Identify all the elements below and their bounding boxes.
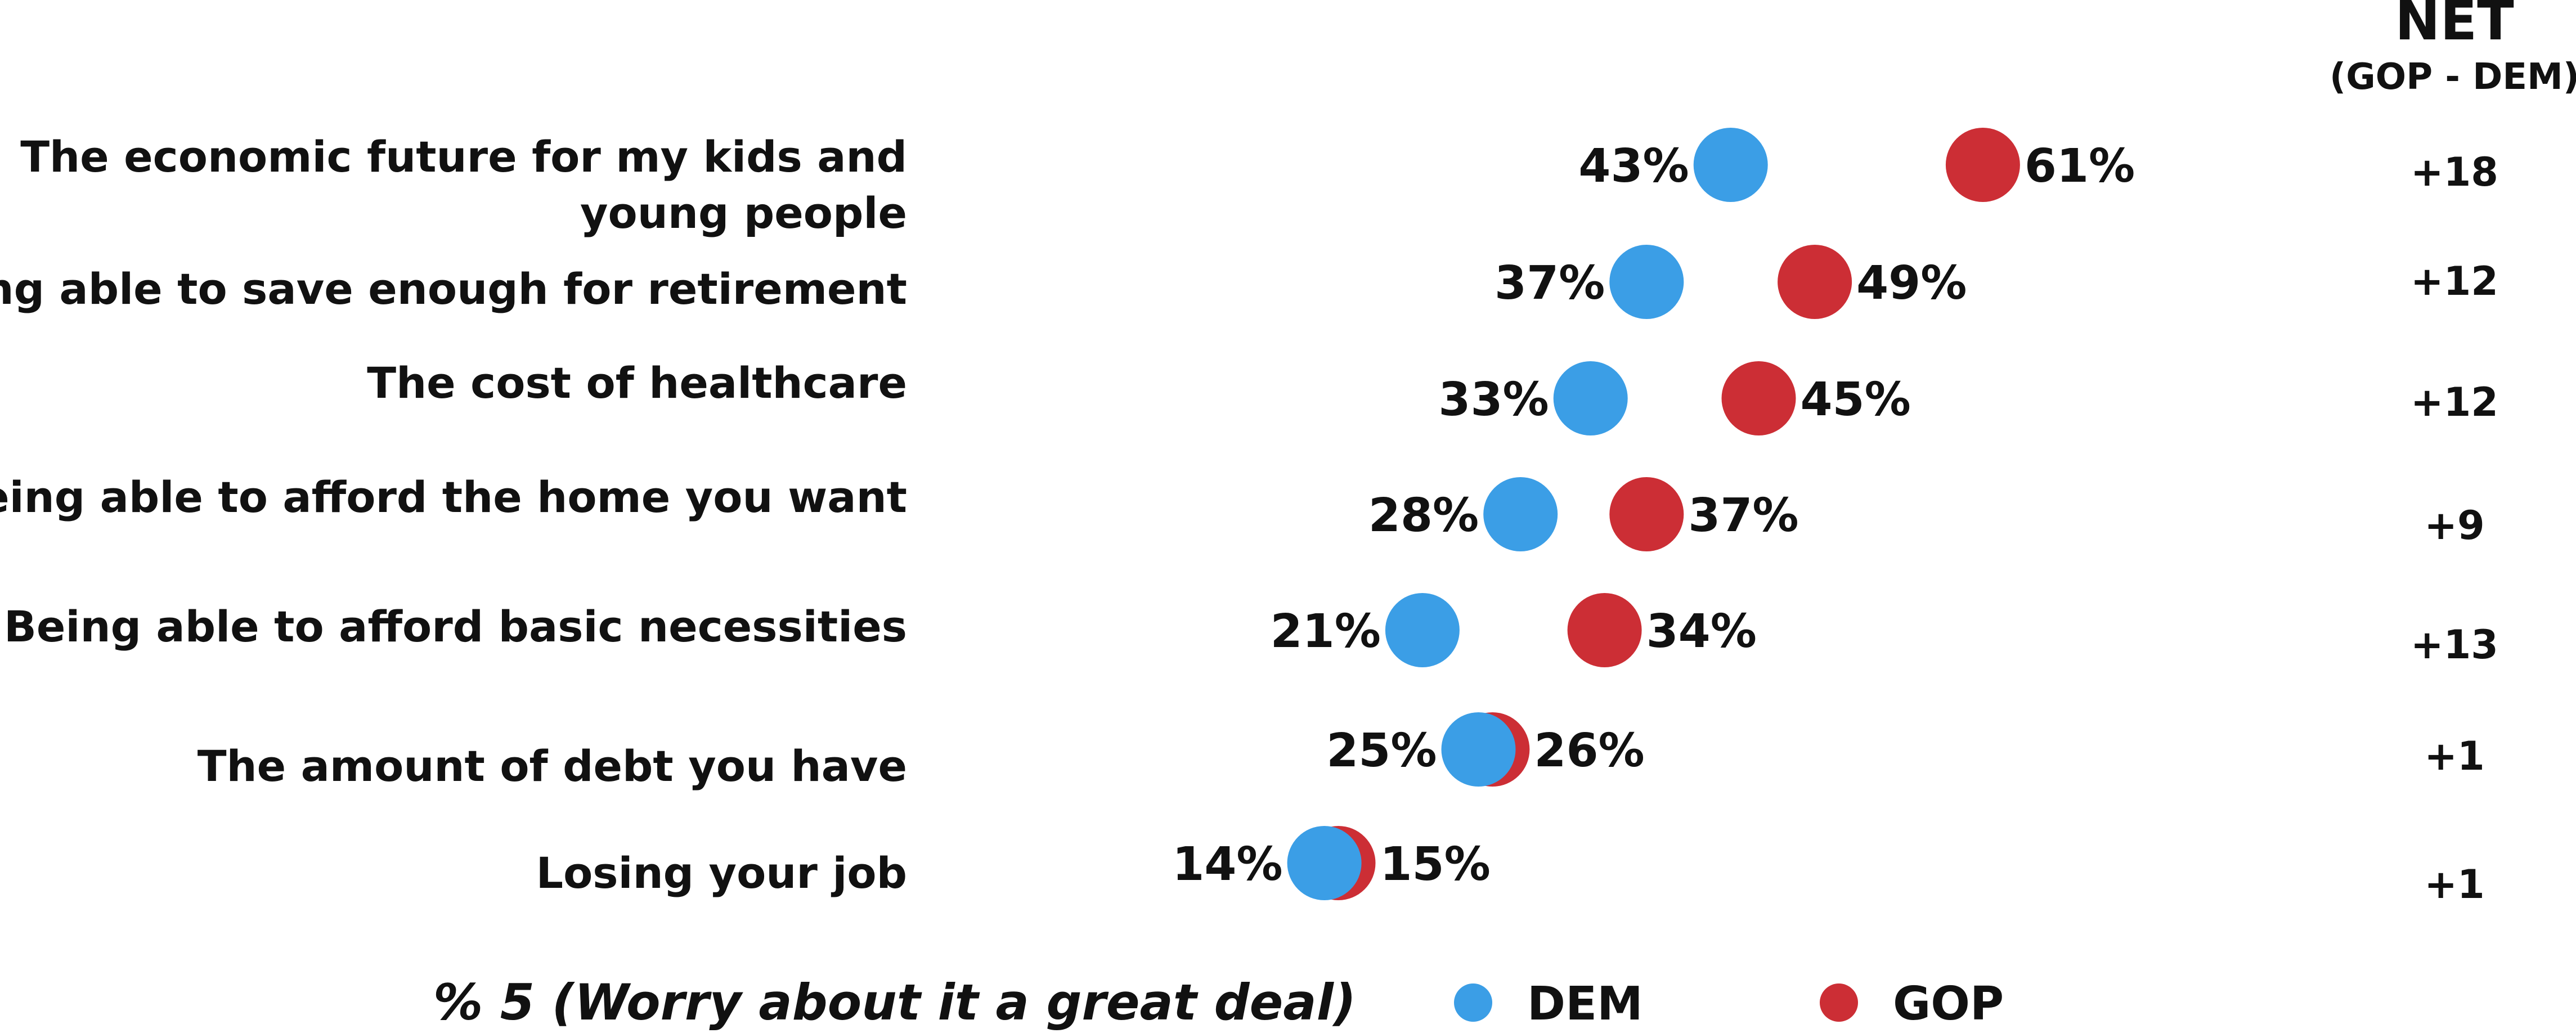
dem-value-label: 21% (1271, 605, 1381, 658)
category-label: The cost of healthcare (367, 358, 907, 408)
net-value: +18 (2411, 149, 2498, 195)
legend-gop-dot (1820, 983, 1858, 1022)
gop-value-label: 15% (1380, 838, 1491, 891)
net-column: NET (GOP - DEM) +18 +12 +12 +9 +13 +1 +1 (2330, 0, 2576, 908)
legend: DEM GOP (1454, 977, 2004, 1031)
category-labels: The economic future for my kids and young… (0, 132, 907, 898)
dem-value-label: 14% (1172, 838, 1282, 891)
net-value: +1 (2424, 733, 2484, 779)
dem-dot (1483, 477, 1558, 551)
gop-value-label: 49% (1856, 257, 1967, 310)
gop-value-label: 34% (1646, 605, 1757, 658)
category-label: Being able to afford the home you want (0, 472, 907, 522)
net-subtitle: (GOP - DEM) (2330, 56, 2576, 98)
dot-marks (1287, 128, 2020, 900)
dem-value-label: 28% (1368, 489, 1479, 542)
dem-dot (1441, 712, 1516, 787)
dem-value-label: 33% (1438, 373, 1549, 426)
legend-dem-label: DEM (1527, 977, 1643, 1031)
category-label: young people (580, 188, 907, 238)
gop-dot (1945, 128, 2020, 202)
category-label: The amount of debt you have (198, 741, 907, 791)
footnote: % 5 (Worry about it a great deal) (433, 973, 1356, 1031)
gop-value-label: 45% (1801, 373, 1911, 426)
net-value: +13 (2411, 622, 2498, 668)
dem-dot (1385, 593, 1460, 667)
net-value: +1 (2424, 861, 2484, 908)
dem-dot (1609, 245, 1684, 319)
category-label: Losing your job (536, 848, 907, 898)
gop-dot (1609, 477, 1684, 551)
net-title: NET (2395, 0, 2514, 52)
dem-dot (1287, 826, 1362, 900)
net-value: +12 (2411, 379, 2498, 425)
dem-dot (1553, 361, 1628, 435)
gop-value-label: 26% (1534, 724, 1644, 778)
legend-gop-label: GOP (1893, 977, 2004, 1031)
net-value: +9 (2424, 502, 2484, 549)
gop-dot (1778, 245, 1852, 319)
dem-dot (1693, 128, 1768, 202)
gop-dot (1721, 361, 1796, 435)
value-labels: 43% 61% 37% 49% 33% 45% 28% 37% 21% 34% 25% 26% 14% 1… (1172, 140, 2135, 891)
net-value: +12 (2411, 258, 2498, 304)
gop-value-label: 61% (2025, 140, 2135, 193)
gop-value-label: 37% (1688, 489, 1798, 542)
dem-value-label: 37% (1495, 257, 1605, 310)
gop-dot (1567, 593, 1642, 667)
category-label: Being able to save enough for retirement (0, 264, 907, 314)
category-label: The economic future for my kids and (20, 132, 907, 182)
dem-value-label: 25% (1326, 724, 1437, 778)
chart-footer: % 5 (Worry about it a great deal) DEM GO… (433, 973, 2004, 1031)
category-label: Being able to afford basic necessities (4, 601, 907, 652)
legend-dem-dot (1454, 983, 1492, 1022)
dem-value-label: 43% (1578, 140, 1689, 193)
